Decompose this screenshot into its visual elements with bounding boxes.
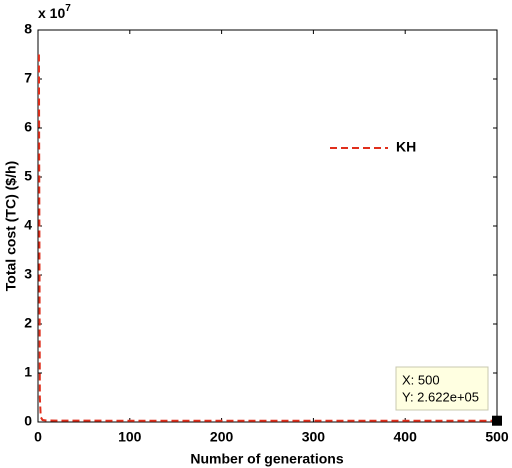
y-tick-label: 0 <box>24 413 32 429</box>
y-multiplier-base: x 10 <box>38 5 65 21</box>
y-tick-label: 3 <box>24 266 32 282</box>
datatip-text: Y: 2.622e+05 <box>402 389 479 404</box>
x-tick-label: 100 <box>118 429 142 445</box>
x-axis-label: Number of generations <box>190 451 343 467</box>
y-multiplier-exponent: 7 <box>65 3 71 14</box>
x-tick-label: 400 <box>394 429 418 445</box>
datatip-box <box>395 366 489 411</box>
y-tick-label: 1 <box>24 364 32 380</box>
legend-label: KH <box>396 139 416 155</box>
y-tick-label: 4 <box>24 217 32 233</box>
y-tick-label: 7 <box>24 70 32 86</box>
plot-frame <box>37 29 498 423</box>
x-tick-label: 300 <box>302 429 326 445</box>
data-line <box>37 54 498 422</box>
y-tick-label: 8 <box>24 21 32 37</box>
x-tick-label: 500 <box>485 429 509 445</box>
datatip: X: 500 Y: 2.622e+05 <box>395 366 489 411</box>
x-tick-label: 0 <box>34 429 42 445</box>
datatip-marker <box>492 415 502 426</box>
y-axis-label: Total cost (TC) ($/h) <box>3 161 19 291</box>
y-tick-label: 6 <box>24 119 32 135</box>
y-tick-label: 2 <box>24 315 32 331</box>
y-tick-label: 5 <box>24 168 32 184</box>
y-multiplier: x 107 <box>38 3 71 21</box>
datatip-text: X: 500 <box>402 372 440 387</box>
x-tick-label: 200 <box>210 429 234 445</box>
